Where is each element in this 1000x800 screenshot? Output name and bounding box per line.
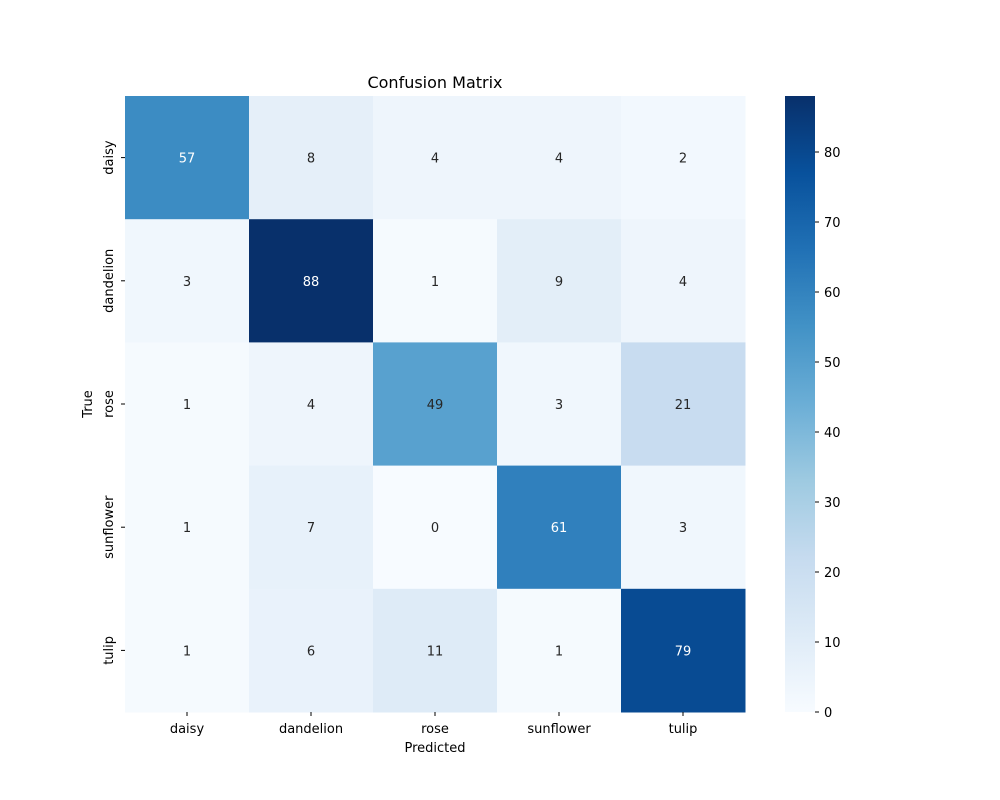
heatmap-cell-label: 2 [679,152,687,167]
colorbar-tick-label: 20 [824,566,841,581]
colorbar-tick-label: 0 [824,706,832,721]
heatmap-cell [373,588,498,713]
heatmap-cell [497,588,622,713]
heatmap-cell [249,219,374,343]
heatmap-cell [373,219,498,343]
heatmap-cells [125,96,746,713]
heatmap-cell [249,465,374,590]
colorbar-ticks: 0 10 20 30 40 50 60 70 80 [815,146,841,721]
y-tick-label: daisy [102,140,117,175]
x-tick-label: daisy [170,722,205,737]
x-tick-label: sunflower [527,722,591,737]
heatmap-cell [621,465,746,590]
heatmap-cell [621,96,746,220]
heatmap-cell-label: 1 [183,644,191,659]
heatmap-cell-label: 79 [675,644,692,659]
y-tick-label: dandelion [102,249,117,313]
heatmap-cell [249,588,374,713]
x-tick-label: rose [421,722,449,737]
heatmap-cell-label: 6 [307,644,315,659]
x-tick-label: dandelion [279,722,343,737]
colorbar [785,96,815,712]
heatmap-cell-label: 4 [679,275,687,290]
heatmap-cell-label: 4 [555,152,563,167]
colorbar-tick-label: 10 [824,636,841,651]
heatmap-cell [373,465,498,590]
colorbar-tick-label: 60 [824,286,841,301]
heatmap-cell-label: 21 [675,398,692,413]
colorbar-tick-label: 80 [824,146,841,161]
heatmap-cell-label: 57 [179,152,196,167]
heatmap-cell [125,96,250,220]
heatmap-cell-label: 1 [183,521,191,536]
heatmap-cell-label: 49 [427,398,444,413]
heatmap-cell [249,342,374,467]
heatmap-cell [621,219,746,343]
y-axis: daisy dandelion rose sunflower tulip [102,140,125,665]
heatmap-cell-label: 88 [303,275,320,290]
heatmap-cell-label: 4 [431,152,439,167]
heatmap-cell-label: 3 [183,275,191,290]
heatmap-cell-label: 8 [307,152,315,167]
heatmap-cell [497,219,622,343]
heatmap-cell [373,96,498,220]
heatmap-cell-label: 61 [551,521,568,536]
heatmap-cell [497,465,622,590]
colorbar-tick-label: 70 [824,216,841,231]
heatmap-cell [249,96,374,220]
y-tick-label: sunflower [102,495,117,559]
heatmap-cell-label: 11 [427,644,444,659]
colorbar-tick-label: 30 [824,496,841,511]
heatmap-cell [497,96,622,220]
y-tick-label: rose [102,390,117,418]
heatmap-cell-label: 4 [307,398,315,413]
heatmap-cell-label: 7 [307,521,315,536]
x-axis-label: Predicted [404,741,465,756]
x-tick-label: tulip [669,722,698,737]
heatmap-cell [621,342,746,467]
colorbar-tick-label: 50 [824,356,841,371]
x-axis: daisy dandelion rose sunflower tulip [170,712,698,737]
heatmap-cell [125,588,250,713]
chart-title: Confusion Matrix [367,73,502,92]
heatmap-cell-labels: 57 8 4 4 23 88 1 9 41 4 49 3 211 7 0 61 31 6 11 1 79 [179,152,692,660]
heatmap-cell [621,588,746,713]
heatmap-cell-label: 0 [431,521,439,536]
heatmap-cell-label: 3 [555,398,563,413]
heatmap-cell-label: 9 [555,275,563,290]
heatmap-cell [373,342,498,467]
heatmap-cell [125,342,250,467]
heatmap-cell-label: 1 [183,398,191,413]
y-tick-label: tulip [102,636,117,665]
heatmap-cell-label: 1 [431,275,439,290]
heatmap-cell-label: 3 [679,521,687,536]
heatmap-cell-label: 1 [555,644,563,659]
heatmap-cell [497,342,622,467]
colorbar-tick-label: 40 [824,426,841,441]
y-axis-label: True [81,390,96,419]
heatmap-cell [125,465,250,590]
heatmap-cell [125,219,250,343]
